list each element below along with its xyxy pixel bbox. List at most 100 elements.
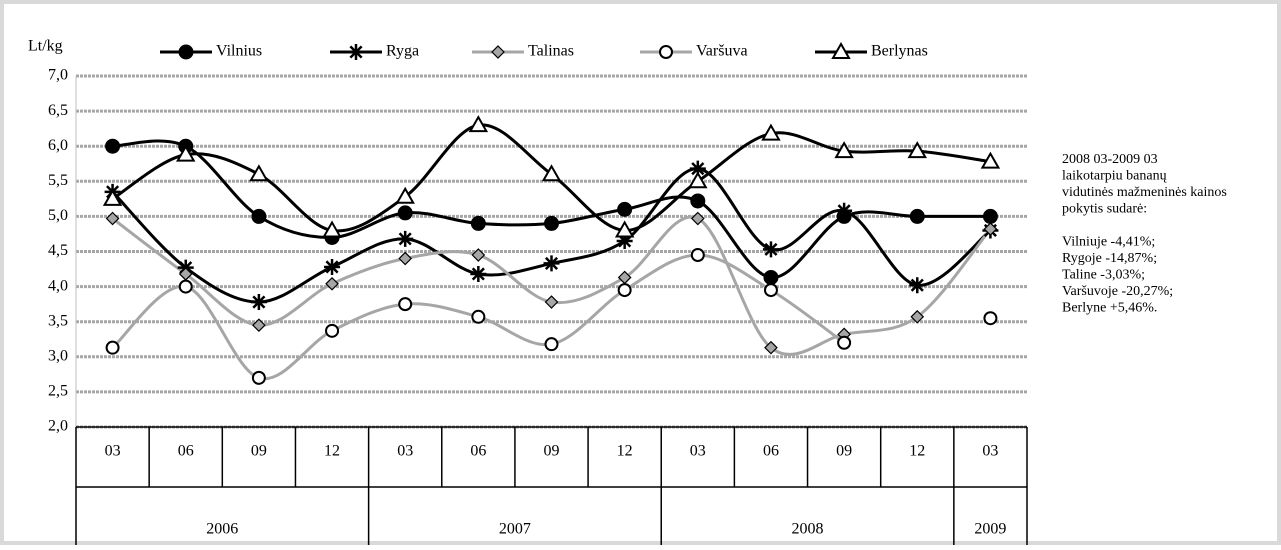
x-tick-label: 06 [763,443,779,460]
y-tick-label: 6,5 [48,102,68,119]
marker [252,318,266,333]
x-tick-label: 03 [690,443,706,460]
x-tick-label: 09 [251,443,267,460]
marker [544,215,559,231]
y-tick-label: 5,5 [48,172,68,189]
y-tick-label: 4,0 [48,277,68,294]
x-tick-label: 03 [105,443,121,460]
x-tick-label: 09 [836,443,852,460]
marker [105,340,120,355]
marker [616,232,633,249]
x-tick-label: 12 [617,443,633,460]
y-axis-label: Lt/kg [28,38,63,55]
marker [325,323,340,338]
y-tick-label: 3,0 [48,347,68,364]
marker [397,205,413,221]
marker [982,208,998,224]
marker [690,193,706,209]
annotation-line: Taline -3,03%; [1062,268,1145,283]
y-tick-label: 5,0 [48,207,68,224]
legend-marker [491,45,505,59]
marker [763,269,779,285]
legend-marker [831,41,851,59]
x-tick-label: 03 [397,443,413,460]
marker [909,277,926,294]
marker [761,123,781,141]
x-tick-label: 06 [178,443,194,460]
marker [834,141,854,159]
annotation-line: laikotarpiu bananų [1062,169,1167,184]
x-tick-label: 03 [982,443,998,460]
marker [544,295,559,309]
legend-marker [178,44,194,60]
marker [470,215,486,231]
year-label: 2008 [792,521,824,538]
marker [689,160,706,177]
marker [398,297,413,312]
x-tick-label: 09 [544,443,560,460]
marker [688,171,708,189]
x-tick-label: 12 [909,443,925,460]
marker [105,138,121,154]
legend-label: Berlynas [871,43,928,60]
legend-marker [348,44,364,60]
legend-label: Varšuva [696,43,748,60]
marker [176,144,196,162]
x-tick-label: 12 [324,443,340,460]
marker [764,340,778,355]
marker [541,164,562,182]
annotation-line: pokytis sudarė: [1062,202,1147,217]
marker [690,211,705,226]
marker [980,151,1001,169]
marker [907,141,927,159]
legend-marker [659,45,673,59]
annotation-line: Rygoje -14,87%; [1062,251,1157,266]
year-label: 2009 [974,521,1006,538]
y-tick-label: 2,0 [48,418,68,435]
marker [471,248,486,262]
annotation-line: 2008 03-2009 03 [1062,152,1158,167]
marker [617,283,632,298]
annotation-line: Varšuvoje -20,27%; [1062,284,1173,299]
marker [250,294,267,311]
marker [251,208,267,224]
y-tick-label: 2,5 [48,383,68,400]
marker [983,222,998,236]
annotation-line: Berlyne +5,46%. [1062,301,1157,316]
annotation-line: Vilniuje -4,41%; [1062,235,1155,250]
marker [395,186,415,204]
year-label: 2006 [206,521,238,538]
marker [468,115,489,133]
marker [397,230,414,247]
legend-label: Vilnius [216,43,262,60]
legend-label: Talinas [528,43,574,60]
marker [325,276,339,291]
marker [909,208,925,224]
marker [543,255,560,272]
marker [102,188,123,206]
marker [690,248,705,263]
marker [324,258,341,275]
marker [322,220,342,238]
marker [471,309,486,324]
marker [544,337,559,352]
marker [178,279,193,294]
y-tick-label: 3,5 [48,312,68,329]
marker [614,220,635,238]
legend-label: Ryga [386,43,419,60]
marker [251,370,266,385]
year-label: 2007 [499,521,531,538]
marker [249,164,269,182]
marker [836,202,853,219]
annotation-line: vidutinės mažmeninės kainos [1062,185,1227,200]
y-tick-label: 6,0 [48,137,68,154]
marker [983,311,998,326]
marker [837,335,852,350]
marker [763,283,778,298]
marker [910,309,925,324]
marker [470,265,487,282]
marker [105,211,120,226]
marker [398,251,413,266]
